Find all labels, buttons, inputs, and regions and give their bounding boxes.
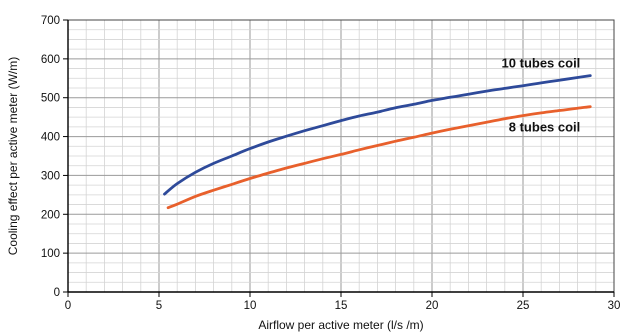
x-tick-label: 10 <box>244 300 257 312</box>
y-tick-label: 0 <box>54 287 60 299</box>
x-tick-label: 20 <box>426 300 439 312</box>
series-line-1 <box>166 105 592 210</box>
series-label-0: 10 tubes coil <box>502 56 581 71</box>
x-tick-label: 15 <box>335 300 348 312</box>
series-lines <box>163 74 592 210</box>
y-tick-label: 200 <box>41 209 60 221</box>
y-axis-ticks: 0 100 200 300 400 500 600 700 <box>41 15 68 299</box>
y-tick-label: 500 <box>41 93 60 105</box>
x-tick-label: 5 <box>156 300 162 312</box>
x-axis-label: Airflow per active meter (l/s /m) <box>258 318 423 332</box>
y-tick-label: 600 <box>41 54 60 66</box>
x-tick-label: 0 <box>65 300 71 312</box>
grid <box>67 19 615 293</box>
y-tick-label: 700 <box>41 15 60 27</box>
y-axis-label: Cooling effect per active meter (W/m) <box>6 57 20 256</box>
y-tick-label: 400 <box>41 132 60 144</box>
series-line-0 <box>163 74 592 196</box>
x-tick-label: 25 <box>517 300 530 312</box>
y-tick-label: 100 <box>41 248 60 260</box>
series-labels: 10 tubes coil 8 tubes coil <box>502 56 581 135</box>
y-tick-label: 300 <box>41 170 60 182</box>
x-tick-label: 30 <box>608 300 621 312</box>
x-axis-ticks: 0 5 10 15 20 25 30 <box>65 292 621 312</box>
series-label-1: 8 tubes coil <box>509 120 581 135</box>
